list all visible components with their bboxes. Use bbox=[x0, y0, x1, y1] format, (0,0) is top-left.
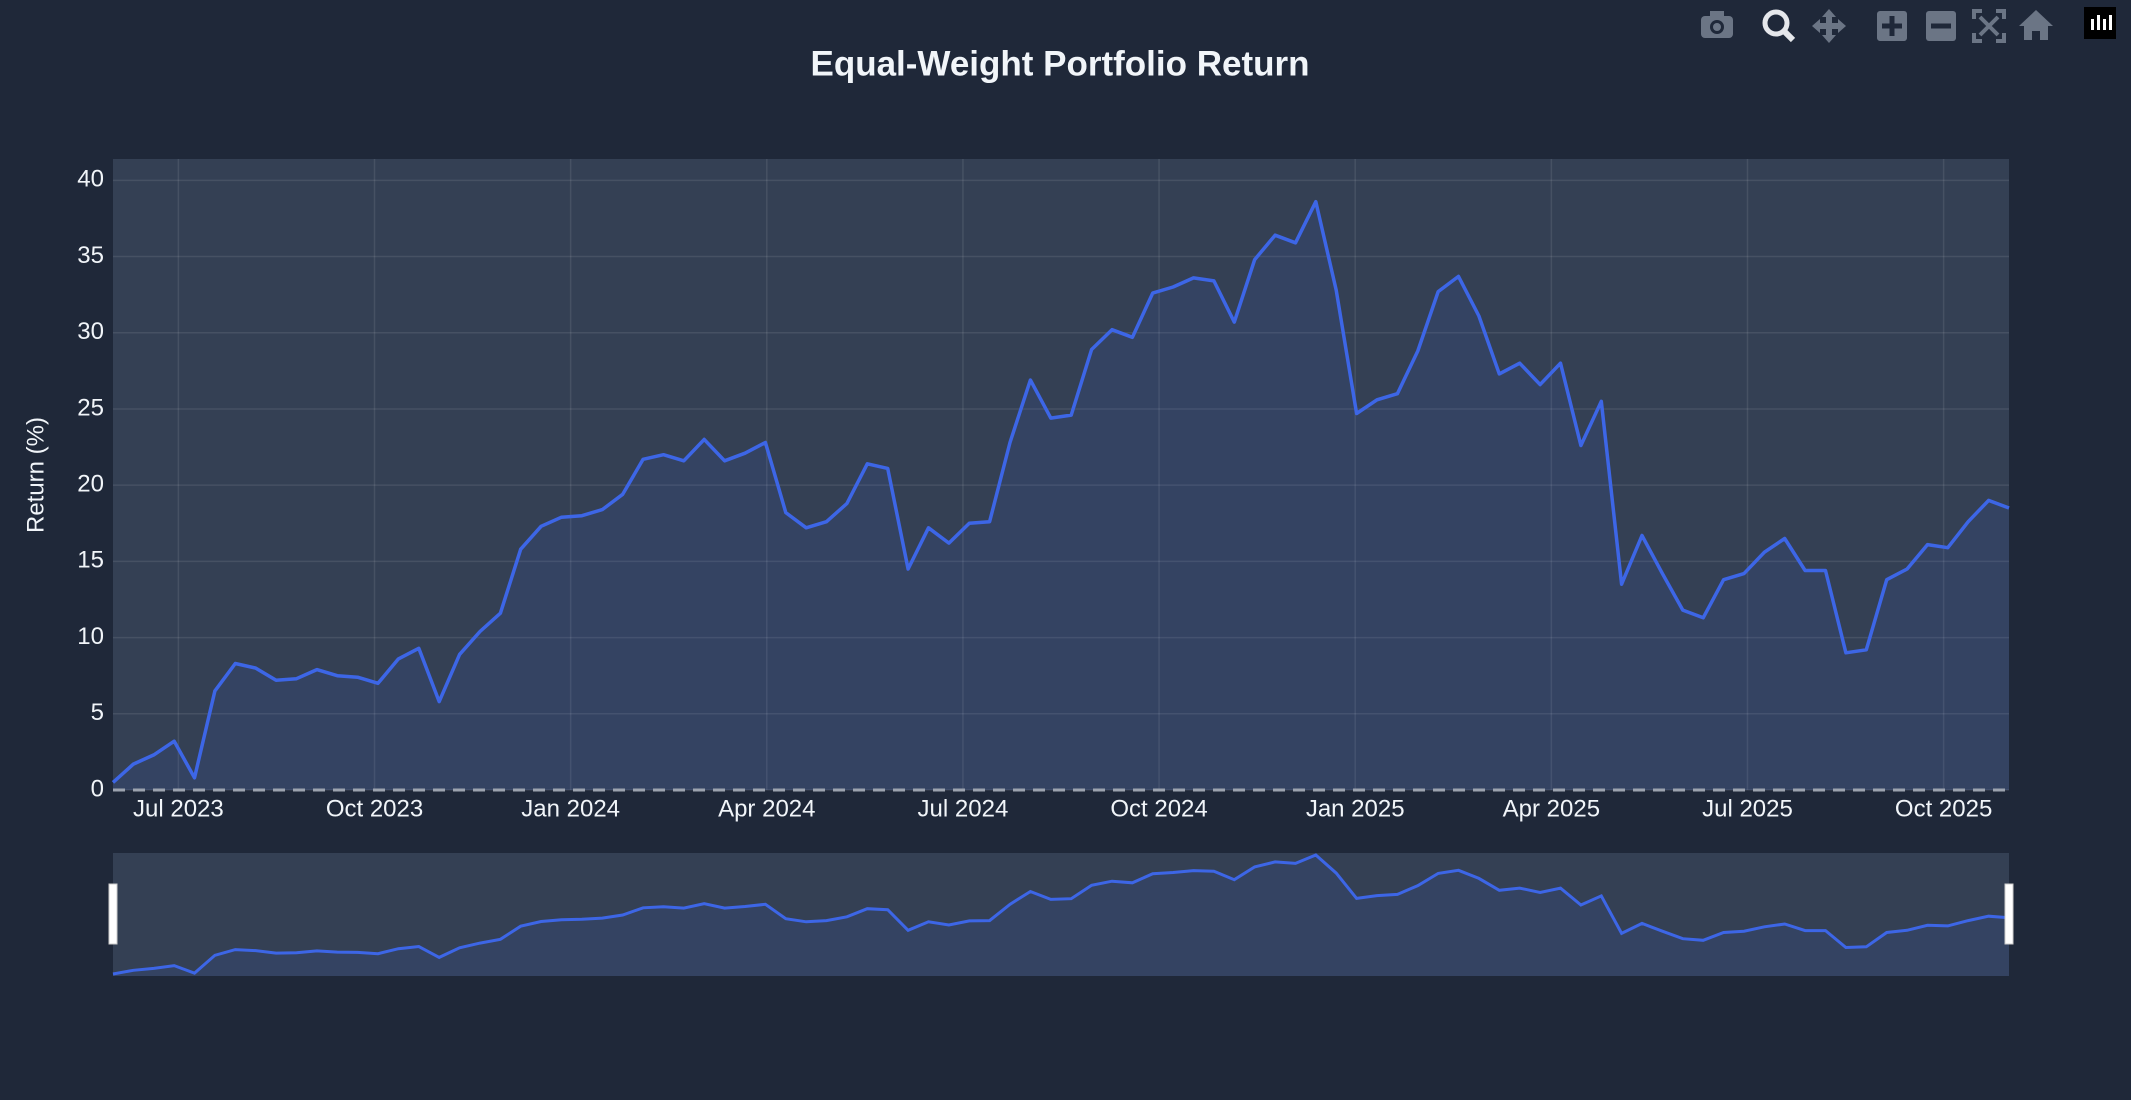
y-tick-label: 35 bbox=[77, 242, 104, 269]
y-tick-label: 40 bbox=[77, 166, 104, 193]
x-tick-label: Jan 2024 bbox=[521, 795, 620, 822]
area-fill bbox=[113, 201, 2009, 790]
x-tick-label: Jul 2023 bbox=[133, 795, 224, 822]
x-tick-label: Jan 2025 bbox=[1306, 795, 1405, 822]
range-slider bbox=[113, 853, 2009, 976]
camera-button[interactable] bbox=[1701, 11, 1733, 38]
slider-area bbox=[113, 855, 2009, 976]
x-tick-label: Oct 2023 bbox=[326, 795, 423, 822]
y-tick-label: 0 bbox=[91, 775, 104, 802]
y-tick-label: 25 bbox=[77, 394, 104, 421]
zoom-button[interactable] bbox=[1762, 9, 1796, 43]
y-tick-label: 5 bbox=[91, 699, 104, 726]
slider-handle[interactable] bbox=[108, 883, 118, 945]
line bbox=[111, 199, 2010, 784]
modebar bbox=[1701, 7, 2116, 43]
y-tick-label: 20 bbox=[77, 471, 104, 498]
slider-line bbox=[112, 853, 2010, 976]
slider-handle[interactable] bbox=[2004, 883, 2014, 945]
x-tick-label: Jul 2025 bbox=[1702, 795, 1793, 822]
x-tick-label: Oct 2024 bbox=[1110, 795, 1207, 822]
plotly-logo[interactable] bbox=[2084, 7, 2116, 39]
zoom-out-button[interactable] bbox=[1926, 11, 1956, 41]
autoscale-button[interactable] bbox=[1972, 9, 2006, 43]
x-tick-label: Apr 2025 bbox=[1503, 795, 1600, 822]
chart-title: Equal-Weight Portfolio Return bbox=[810, 44, 1309, 83]
y-tick-label: 15 bbox=[77, 547, 104, 574]
zoom-in-button[interactable] bbox=[1877, 11, 1907, 41]
x-tick-label: Apr 2024 bbox=[718, 795, 815, 822]
plot-area bbox=[113, 159, 2009, 790]
y-tick-label: 30 bbox=[77, 318, 104, 345]
x-tick-label: Jul 2024 bbox=[918, 795, 1009, 822]
pan-button[interactable] bbox=[1812, 9, 1846, 43]
y-tick-label: 10 bbox=[77, 623, 104, 650]
reset-button[interactable] bbox=[2019, 10, 2053, 40]
x-tick-label: Oct 2025 bbox=[1895, 795, 1992, 822]
y-axis-label: Return (%) bbox=[22, 417, 49, 533]
